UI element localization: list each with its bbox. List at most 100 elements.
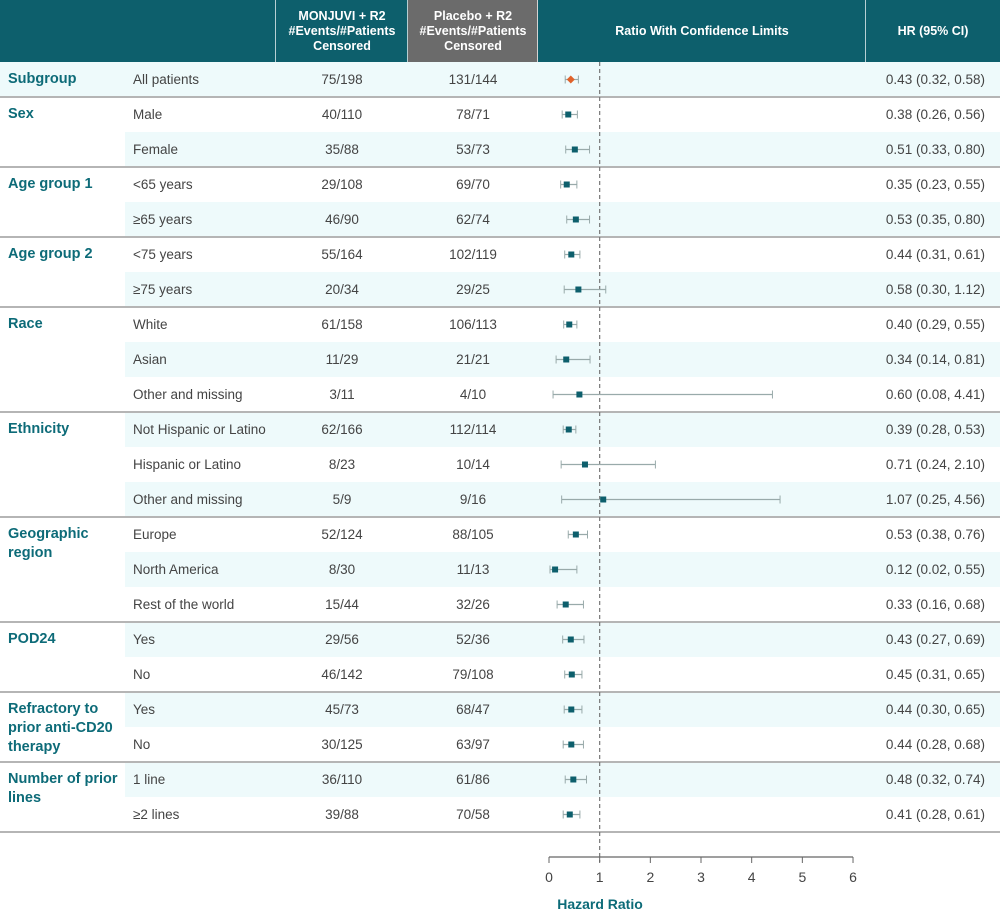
header-divider — [537, 0, 538, 62]
subgroup-label: White — [133, 317, 168, 332]
header-blank — [0, 0, 276, 62]
hr-ci-value: 0.12 (0.02, 0.55) — [885, 562, 985, 577]
table-row: Asian 11/29 21/21 0.34 (0.14, 0.81) — [0, 342, 1000, 377]
table-row: Male 40/110 78/71 0.38 (0.26, 0.56) — [0, 97, 1000, 132]
header-hr: HR (95% CI) — [866, 0, 1000, 62]
ci-mark — [564, 75, 579, 84]
header-divider — [275, 0, 276, 62]
ci-mark — [563, 705, 583, 714]
group-divider — [0, 411, 1000, 413]
table-row: <75 years 55/164 102/119 0.44 (0.31, 0.61) — [0, 237, 1000, 272]
hr-point-marker — [568, 251, 575, 258]
hr-ci-value: 0.44 (0.31, 0.61) — [885, 247, 985, 262]
hr-point-marker — [576, 391, 583, 398]
hr-ci-value: 0.60 (0.08, 4.41) — [885, 387, 985, 402]
monjuvi-events: 5/9 — [332, 492, 352, 507]
ci-mark — [563, 320, 578, 329]
hr-ci-value: 1.07 (0.25, 4.56) — [885, 492, 985, 507]
group-divider — [0, 831, 1000, 833]
monjuvi-events: 52/124 — [321, 527, 363, 542]
hr-ci-value: 0.58 (0.30, 1.12) — [885, 282, 985, 297]
subgroup-label: Male — [133, 107, 163, 122]
subgroup-label: Female — [133, 142, 179, 157]
table-row: <65 years 29/108 69/70 0.35 (0.23, 0.55) — [0, 167, 1000, 202]
hr-ci-value: 0.43 (0.32, 0.58) — [885, 72, 985, 87]
x-tick-label: 2 — [646, 869, 654, 885]
table-row: Yes 45/73 68/47 0.44 (0.30, 0.65) — [0, 692, 1000, 727]
hr-ci-value: 0.44 (0.30, 0.65) — [885, 702, 985, 717]
header-placebo-line2: #Events/#Patients — [419, 23, 527, 38]
group-divider — [0, 236, 1000, 238]
subgroup-label: Asian — [133, 352, 167, 367]
hr-point-marker — [562, 601, 569, 608]
subgroup-label: Other and missing — [133, 387, 243, 402]
row-background — [125, 202, 1000, 237]
hr-point-marker — [600, 496, 607, 503]
placebo-events: 53/73 — [456, 142, 490, 157]
header-monjuvi-line2: #Events/#Patients — [288, 23, 396, 38]
subgroup-label: Europe — [133, 527, 177, 542]
hr-point-marker — [563, 356, 570, 363]
monjuvi-events: 61/158 — [321, 317, 363, 332]
subgroup-label: 1 line — [133, 772, 166, 787]
subgroup-label: <65 years — [133, 177, 193, 192]
header-divider — [865, 0, 866, 62]
hr-ci-value: 0.35 (0.23, 0.55) — [885, 177, 985, 192]
hr-ci-value: 0.53 (0.38, 0.76) — [885, 527, 985, 542]
ci-mark — [562, 810, 581, 819]
placebo-events: 52/36 — [456, 632, 490, 647]
placebo-events: 70/58 — [456, 807, 490, 822]
placebo-events: 10/14 — [456, 457, 490, 472]
monjuvi-events: 39/88 — [325, 807, 359, 822]
subgroup-label: Rest of the world — [133, 597, 235, 612]
placebo-events: 32/26 — [456, 597, 490, 612]
header-monjuvi-line1: MONJUVI + R2 — [298, 8, 386, 23]
placebo-events: 68/47 — [456, 702, 490, 717]
group-label: Subgroup — [8, 71, 77, 87]
row-background — [125, 412, 1000, 447]
row-background — [125, 692, 1000, 727]
hr-point-marker — [581, 461, 588, 468]
ci-mark — [563, 285, 607, 294]
group-divider — [0, 166, 1000, 168]
group-label: Age group 2 — [8, 246, 93, 262]
table-row: Rest of the world 15/44 32/26 0.33 (0.16, 0… — [0, 587, 1000, 622]
group-label: Age group 1 — [8, 176, 93, 192]
placebo-events: 62/74 — [456, 212, 490, 227]
group-divider — [0, 306, 1000, 308]
header-placebo-line3: Censored — [444, 38, 502, 53]
ci-mark — [564, 775, 587, 784]
table-row: ≥2 lines 39/88 70/58 0.41 (0.28, 0.61) — [0, 797, 1000, 832]
hr-ci-value: 0.39 (0.28, 0.53) — [885, 422, 985, 437]
monjuvi-events: 62/166 — [321, 422, 363, 437]
table-row: Europe 52/124 88/105 0.53 (0.38, 0.76) — [0, 517, 1000, 552]
monjuvi-events: 45/73 — [325, 702, 359, 717]
table-row: Hispanic or Latino 8/23 10/14 0.71 (0.24, 2… — [0, 447, 1000, 482]
monjuvi-events: 8/23 — [328, 457, 356, 472]
hr-ci-value: 0.38 (0.26, 0.56) — [885, 107, 985, 122]
hr-point-marker — [565, 426, 572, 433]
table-row: 1 line 36/110 61/86 0.48 (0.32, 0.74) — [0, 762, 1000, 797]
monjuvi-events: 15/44 — [325, 597, 359, 612]
subgroup-label: No — [133, 667, 151, 682]
header-divider — [407, 0, 408, 62]
subgroup-label: All patients — [133, 72, 200, 87]
hr-point-marker — [566, 811, 573, 818]
table-row: White 61/158 106/113 0.40 (0.29, 0.55) — [0, 307, 1000, 342]
monjuvi-events: 20/34 — [325, 282, 359, 297]
placebo-events: 102/119 — [449, 247, 497, 262]
x-axis-label: Hazard Ratio — [557, 896, 643, 912]
subgroup-label: Yes — [133, 702, 156, 717]
monjuvi-events: 11/29 — [325, 352, 359, 367]
subgroup-label: No — [133, 737, 151, 752]
table-row: No 46/142 79/108 0.45 (0.31, 0.65) — [0, 657, 1000, 692]
hr-ci-value: 0.51 (0.33, 0.80) — [885, 142, 985, 157]
group-divider — [0, 516, 1000, 518]
hr-ci-value: 0.71 (0.24, 2.10) — [885, 457, 985, 472]
x-tick-label: 3 — [697, 869, 705, 885]
hr-ci-value: 0.53 (0.35, 0.80) — [885, 212, 985, 227]
placebo-events: 4/10 — [459, 387, 487, 402]
monjuvi-events: 46/90 — [325, 212, 359, 227]
hr-ci-value: 0.44 (0.28, 0.68) — [885, 737, 985, 752]
